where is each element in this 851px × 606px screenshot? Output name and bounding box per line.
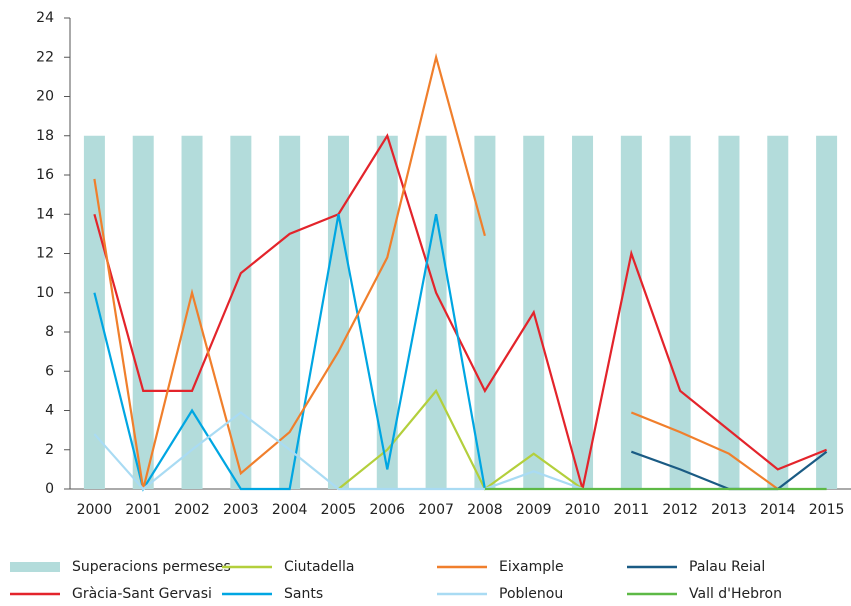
line-series bbox=[93, 133, 828, 490]
y-tick-label: 2 bbox=[45, 442, 54, 458]
line-series bbox=[337, 388, 584, 491]
x-tick-label: 2011 bbox=[614, 502, 650, 518]
legend-label: Ciutadella bbox=[284, 559, 354, 575]
bar bbox=[376, 135, 398, 489]
bar bbox=[83, 135, 105, 489]
bar bbox=[767, 135, 789, 489]
y-tick-label: 0 bbox=[45, 481, 54, 497]
y-tick-label: 18 bbox=[36, 128, 54, 144]
y-tick-label: 14 bbox=[36, 206, 54, 222]
y-tick-label: 22 bbox=[36, 49, 54, 65]
bar bbox=[279, 135, 301, 489]
legend-label: Sants bbox=[284, 586, 323, 602]
x-tick-label: 2003 bbox=[223, 502, 259, 518]
bar bbox=[425, 135, 447, 489]
x-tick-label: 2004 bbox=[272, 502, 308, 518]
legend-label: Superacions permeses bbox=[72, 559, 231, 575]
x-tick-label: 2010 bbox=[565, 502, 601, 518]
y-tick-label: 8 bbox=[45, 324, 54, 340]
bar bbox=[718, 135, 740, 489]
bar bbox=[181, 135, 203, 489]
x-tick-label: 2015 bbox=[809, 502, 845, 518]
x-tick-label: 2007 bbox=[418, 502, 454, 518]
legend-label: Palau Reial bbox=[689, 559, 765, 575]
y-tick-label: 20 bbox=[36, 89, 54, 105]
bar bbox=[572, 135, 594, 489]
x-tick-label: 2008 bbox=[467, 502, 503, 518]
y-tick-label: 16 bbox=[36, 167, 54, 183]
line-series bbox=[93, 52, 779, 490]
x-tick-label: 2012 bbox=[662, 502, 698, 518]
legend-label: Poblenou bbox=[499, 586, 563, 602]
x-tick-label: 2009 bbox=[516, 502, 552, 518]
bar bbox=[620, 135, 642, 489]
y-tick-label: 24 bbox=[36, 10, 54, 26]
x-tick-label: 2002 bbox=[174, 502, 210, 518]
bar bbox=[327, 135, 349, 489]
legend-swatch bbox=[10, 562, 60, 572]
x-tick-label: 2014 bbox=[760, 502, 796, 518]
line-series bbox=[93, 214, 486, 492]
bar bbox=[230, 135, 252, 489]
line-series bbox=[93, 411, 583, 491]
bar bbox=[816, 135, 838, 489]
x-tick-label: 2006 bbox=[369, 502, 405, 518]
x-tick-label: 2005 bbox=[321, 502, 357, 518]
y-tick-label: 6 bbox=[45, 363, 54, 379]
bar bbox=[474, 135, 496, 489]
x-tick-label: 2000 bbox=[77, 502, 113, 518]
x-tick-label: 2001 bbox=[125, 502, 161, 518]
legend-label: Gràcia-Sant Gervasi bbox=[72, 586, 212, 602]
bar bbox=[132, 135, 154, 489]
legend-label: Eixample bbox=[499, 559, 564, 575]
y-tick-label: 4 bbox=[45, 403, 54, 419]
x-tick-label: 2013 bbox=[711, 502, 747, 518]
legend-label: Vall d'Hebron bbox=[689, 586, 782, 602]
y-tick-label: 12 bbox=[36, 246, 54, 262]
bar bbox=[669, 135, 691, 489]
y-tick-label: 10 bbox=[36, 285, 54, 301]
